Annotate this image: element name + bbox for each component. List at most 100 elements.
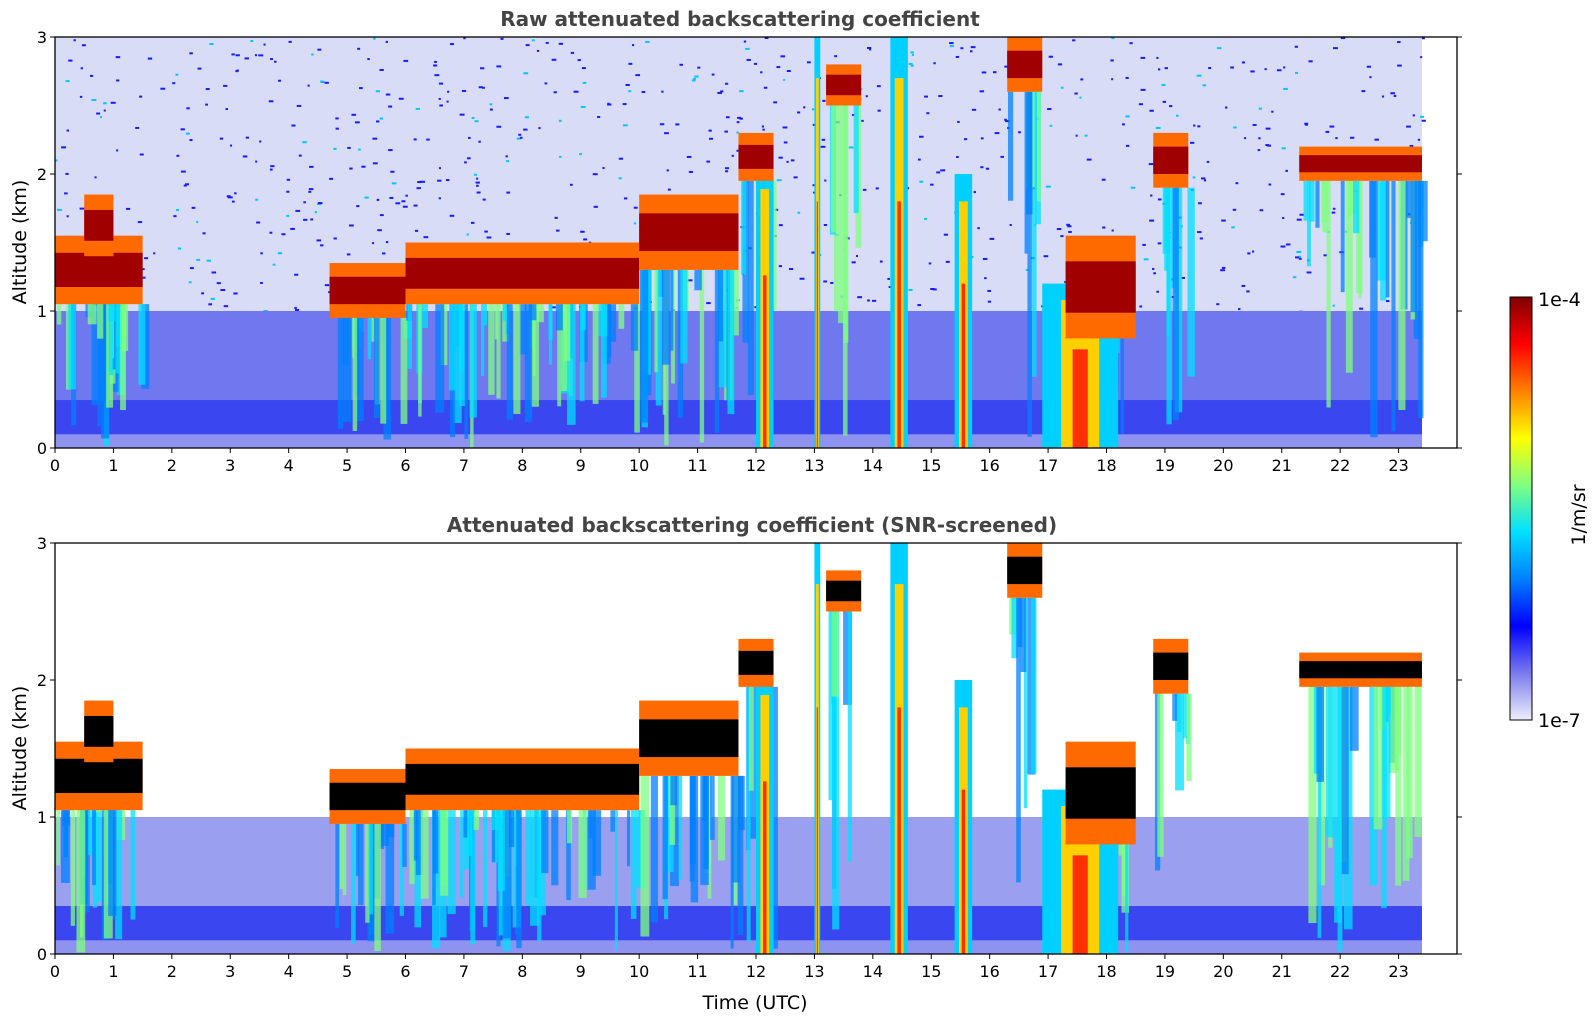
- noise-speck: [984, 277, 987, 280]
- noise-speck: [475, 181, 480, 184]
- noise-speck: [175, 73, 179, 76]
- noise-speck: [308, 190, 312, 193]
- cloud-layer-core: [405, 763, 640, 795]
- x-tick-label: 4: [284, 456, 294, 475]
- noise-speck: [1067, 225, 1072, 228]
- noise-speck: [917, 158, 921, 161]
- noise-speck: [294, 273, 299, 276]
- x-tick-label: 11: [687, 456, 707, 475]
- virga-streak: [1125, 844, 1129, 953]
- cloud-layer-core: [329, 276, 406, 305]
- noise-speck: [820, 145, 826, 148]
- x-tick-label: 8: [517, 456, 527, 475]
- noise-speck: [1221, 219, 1226, 222]
- virga-streak: [1172, 693, 1178, 721]
- noise-speck: [1281, 147, 1286, 150]
- noise-speck: [1162, 100, 1167, 103]
- noise-speck: [216, 282, 221, 285]
- virga-streak: [1186, 693, 1192, 782]
- noise-speck: [1149, 109, 1154, 112]
- x-tick-label: 20: [1213, 456, 1233, 475]
- noise-speck: [211, 271, 217, 274]
- noise-speck: [270, 58, 273, 61]
- noise-speck: [1142, 243, 1146, 246]
- noise-speck: [274, 60, 277, 63]
- noise-speck: [314, 211, 317, 214]
- virga-streak: [488, 304, 495, 395]
- noise-speck: [474, 120, 479, 123]
- noise-speck: [593, 205, 598, 208]
- virga-streak: [769, 686, 778, 949]
- noise-speck: [855, 255, 858, 258]
- virga-streak: [833, 105, 839, 312]
- noise-speck: [302, 141, 307, 144]
- noise-speck: [96, 112, 101, 115]
- virga-streak: [831, 611, 839, 697]
- noise-speck: [667, 188, 671, 191]
- noise-speck: [969, 50, 973, 53]
- noise-speck: [1189, 141, 1195, 144]
- noise-speck: [64, 192, 68, 195]
- noise-speck: [523, 72, 529, 75]
- noise-speck: [597, 116, 601, 119]
- noise-speck: [476, 191, 481, 194]
- noise-speck: [633, 222, 637, 225]
- noise-speck: [235, 54, 240, 57]
- virga-streak: [1349, 686, 1359, 751]
- noise-speck: [385, 93, 391, 96]
- noise-speck: [659, 123, 665, 126]
- noise-speck: [210, 297, 215, 300]
- noise-speck: [245, 136, 249, 139]
- noise-speck: [311, 53, 314, 56]
- noise-speck: [298, 154, 302, 157]
- precip-peak: [961, 789, 966, 954]
- virga-streak: [843, 105, 849, 343]
- noise-speck: [623, 197, 628, 200]
- noise-speck: [202, 232, 206, 235]
- noise-speck: [91, 99, 97, 102]
- x-tick-label: 22: [1330, 456, 1350, 475]
- noise-speck: [790, 159, 795, 162]
- noise-speck: [1074, 92, 1078, 95]
- virga-streak: [432, 810, 439, 874]
- virga-streak: [358, 823, 364, 906]
- noise-speck: [349, 167, 353, 170]
- virga-streak: [524, 304, 533, 422]
- virga-streak: [413, 810, 418, 861]
- virga-streak: [650, 775, 658, 923]
- noise-speck: [1271, 110, 1274, 113]
- noise-speck: [307, 84, 310, 87]
- noise-speck: [888, 286, 892, 289]
- noise-speck: [196, 220, 199, 223]
- noise-speck: [1361, 90, 1366, 93]
- virga-streak: [1352, 180, 1360, 234]
- noise-speck: [1304, 122, 1309, 125]
- x-tick-label: 9: [576, 962, 586, 981]
- noise-speck: [295, 209, 301, 212]
- virga-streak: [630, 304, 639, 351]
- virga-streak: [831, 105, 836, 233]
- virga-streak: [342, 317, 352, 423]
- x-tick-label: 23: [1388, 962, 1408, 981]
- noise-speck: [1282, 216, 1285, 219]
- noise-speck: [1241, 61, 1245, 64]
- noise-speck: [1252, 250, 1255, 253]
- virga-streak: [1315, 180, 1320, 228]
- virga-streak: [367, 317, 372, 360]
- noise-speck: [1264, 68, 1267, 71]
- noise-speck: [924, 95, 929, 98]
- panel-screened-ylabel: Altitude (km): [9, 686, 31, 811]
- noise-speck: [263, 43, 266, 46]
- noise-speck: [489, 103, 493, 106]
- noise-speck: [1230, 66, 1235, 69]
- noise-speck: [877, 109, 881, 112]
- noise-speck: [940, 169, 946, 172]
- noise-speck: [103, 102, 107, 105]
- noise-speck: [1018, 131, 1021, 134]
- noise-speck: [1237, 308, 1241, 311]
- noise-speck: [259, 140, 262, 143]
- noise-speck: [189, 267, 194, 270]
- x-tick-label: 7: [459, 456, 469, 475]
- noise-speck: [1143, 258, 1149, 261]
- noise-speck: [1216, 303, 1220, 306]
